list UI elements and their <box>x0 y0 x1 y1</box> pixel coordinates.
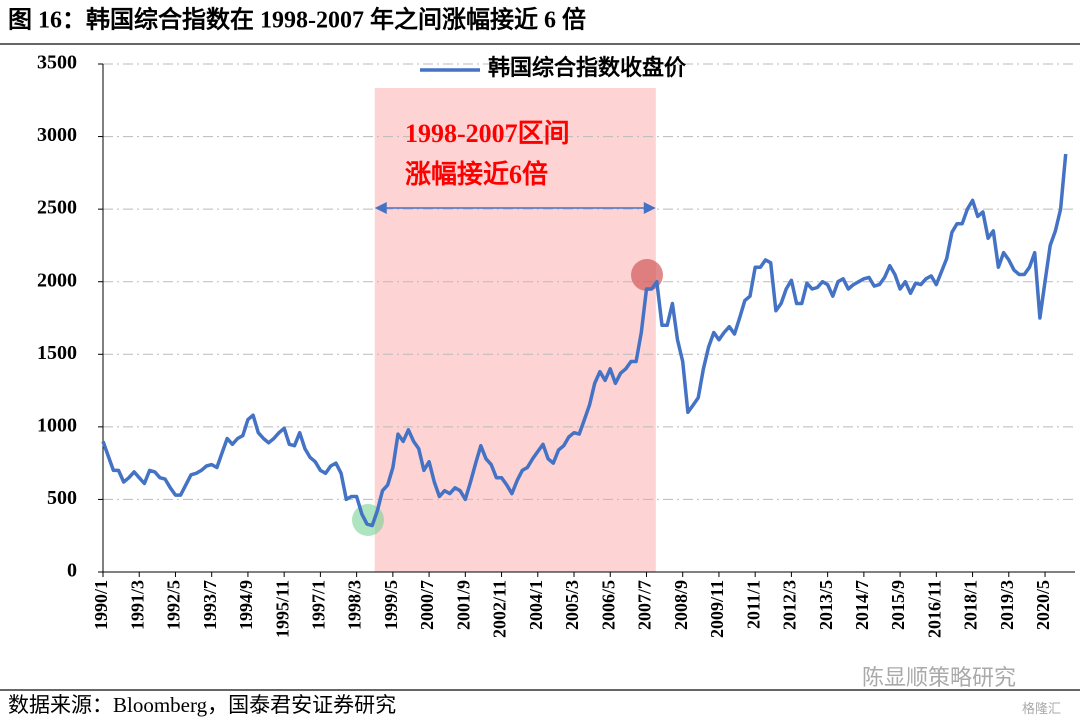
arrow-head <box>374 202 387 214</box>
x-tick-label: 1995/11 <box>272 580 292 638</box>
x-tick-label: 2016/11 <box>924 580 944 638</box>
x-tick-label: 2018/1 <box>961 580 981 630</box>
y-tick-label: 1500 <box>37 342 77 364</box>
arrow-head <box>643 202 656 214</box>
x-tick-label: 2020/5 <box>1033 580 1053 630</box>
legend-label: 韩国综合指数收盘价 <box>488 55 687 80</box>
x-tick-label: 2002/11 <box>490 580 510 638</box>
y-tick-label: 1000 <box>37 414 77 436</box>
y-tick-label: 3000 <box>37 124 77 146</box>
x-tick-label: 1990/1 <box>91 580 111 630</box>
annotation: 1998-2007区间 <box>405 119 570 148</box>
x-tick-label: 1993/7 <box>200 580 220 630</box>
x-tick-label: 1997/1 <box>309 580 329 630</box>
x-tick-label: 2009/11 <box>707 580 727 638</box>
x-tick-label: 2008/9 <box>671 580 691 630</box>
x-tick-label: 2019/3 <box>997 580 1017 630</box>
x-tick-label: 2014/7 <box>852 580 872 630</box>
x-tick-label: 2004/1 <box>526 580 546 630</box>
x-tick-label: 2001/9 <box>453 580 473 630</box>
x-tick-label: 1999/5 <box>381 580 401 630</box>
x-tick-label: 2015/9 <box>888 580 908 630</box>
watermark: 格隆汇 <box>1022 701 1061 716</box>
x-tick-label: 1992/5 <box>164 580 184 630</box>
x-tick-label: 2000/7 <box>417 580 437 630</box>
x-tick-label: 1991/3 <box>127 580 147 630</box>
y-tick-label: 0 <box>67 560 77 582</box>
watermark: 陈显顺策略研究 <box>862 665 1016 690</box>
source: 数据来源：Bloomberg，国泰君安证券研究 <box>8 693 396 717</box>
x-tick-label: 2013/5 <box>816 580 836 630</box>
chart-title: 图 16：韩国综合指数在 1998-2007 年之间涨幅接近 6 倍 <box>8 6 586 34</box>
annotation: 涨幅接近6倍 <box>405 159 548 189</box>
series-line <box>101 153 1068 528</box>
highlight-band <box>374 88 656 572</box>
x-tick-label: 2012/3 <box>780 580 800 630</box>
x-tick-label: 1998/3 <box>345 580 365 630</box>
y-tick-label: 3500 <box>37 52 77 74</box>
y-tick-label: 2500 <box>37 197 77 219</box>
x-tick-label: 2011/1 <box>743 580 763 629</box>
x-tick-label: 2005/3 <box>562 580 582 630</box>
x-tick-label: 2007/7 <box>635 580 655 630</box>
x-tick-label: 1994/9 <box>236 580 256 630</box>
y-tick-label: 2000 <box>37 269 77 291</box>
y-tick-label: 500 <box>47 487 77 509</box>
x-tick-label: 2006/5 <box>598 580 618 630</box>
